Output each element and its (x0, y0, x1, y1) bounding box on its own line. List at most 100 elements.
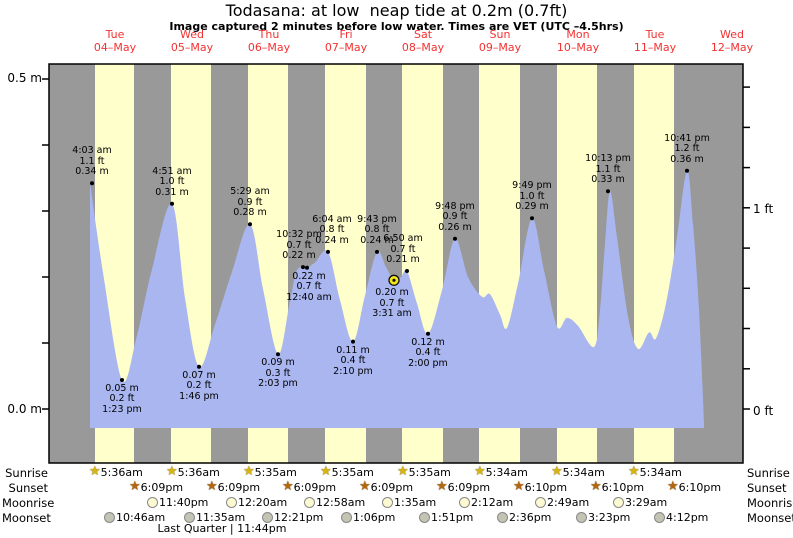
day-name: Tue (105, 28, 125, 41)
tide-annotation-line: 0.4 ft (415, 347, 441, 359)
day-label: Fri 07–May (311, 28, 381, 54)
sunrise-entry: ★ 5:34am (628, 465, 682, 479)
day-label: Wed 12–May (697, 28, 767, 54)
moonrise-entry: 2:49am (535, 495, 589, 509)
tide-event-dot (606, 189, 610, 194)
tide-annotation-low: 0.09 m 0.3 ft 2:03 pm (240, 358, 316, 390)
tide-annotation-line: 1.2 ft (674, 143, 700, 155)
tide-annotation-line: 0.31 m (155, 186, 189, 198)
moonset-circle-icon (497, 511, 508, 523)
tide-annotation-line: 12:40 am (286, 291, 332, 303)
tide-annotation-high: 9:48 pm 0.9 ft 0.26 m (417, 201, 493, 234)
sunrise-entry: ★ 5:34am (474, 465, 528, 479)
tide-annotation-line: 10:32 pm (276, 229, 322, 241)
tide-annotation-line: 2:10 pm (333, 365, 373, 377)
sunrise-star-icon: ★ (628, 464, 640, 479)
sunrise-row-label-right: Sunrise (747, 466, 790, 480)
tide-annotation-line: 0.36 m (670, 153, 704, 165)
tide-annotation-line: 0.9 ft (442, 211, 468, 223)
sunset-entry: ★ 6:10pm (513, 480, 567, 494)
tide-annotation-line: 1:23 pm (102, 403, 142, 415)
tide-annotation-line: 0.7 ft (286, 239, 312, 251)
moonset-circle-icon (104, 511, 115, 523)
page-title: Todasana: at low neap tide at 0.2m (0.7f… (225, 1, 568, 20)
tide-annotation-low: 0.05 m 0.2 ft 1:23 pm (84, 382, 160, 416)
tide-event-dot (453, 236, 457, 241)
moonset-time: 4:12pm (666, 510, 709, 524)
tide-annotation-line: 0.7 ft (379, 297, 405, 309)
sunset-time: 6:10pm (678, 480, 722, 494)
moonrise-time: 12:20am (238, 495, 288, 509)
sunrise-entry: ★ 5:35am (397, 465, 451, 479)
moonrise-circle-icon (147, 496, 158, 508)
y-axis-label-meters-top: 0.5 m (7, 71, 42, 85)
y-axis-label-feet-bottom: 0 ft (753, 404, 774, 418)
sunrise-star-icon: ★ (166, 464, 178, 479)
sunset-time: 6:09pm (140, 480, 184, 494)
tide-annotation-line: 0.7 ft (296, 281, 322, 293)
day-name: Thu (258, 28, 280, 41)
tide-annotation-line: 1.1 ft (595, 163, 621, 175)
tide-annotation-line: 1.0 ft (519, 190, 545, 202)
tide-annotation-line: 0.9 ft (237, 196, 263, 208)
day-name: Sun (489, 28, 511, 41)
moonset-time: 3:23pm (588, 510, 631, 524)
tide-event-dot (276, 352, 280, 357)
y-axis-label-feet-top: 1 ft (753, 202, 774, 216)
tide-annotation-line: 6:04 am (312, 213, 352, 225)
moonset-time: 10:46am (116, 510, 166, 524)
moonset-entry: 2:36pm (497, 510, 551, 524)
tide-annotation-line: 0.09 m (261, 357, 295, 369)
moonset-time: 12:21pm (274, 510, 324, 524)
tide-annotation-line: 0.4 ft (340, 355, 366, 367)
tide-annotation-high: 4:03 am 1.1 ft 0.34 m (54, 146, 130, 178)
day-label: Sun 09–May (465, 28, 535, 54)
moonset-entry: 1:06pm (341, 510, 395, 524)
tide-annotation-line: 3:31 am (372, 308, 412, 320)
tide-annotation-line: 0.07 m (182, 369, 216, 381)
day-label: Sat 08–May (388, 28, 458, 54)
tide-event-dot (120, 377, 124, 382)
tide-annotation-high: 6:04 am 0.8 ft 0.24 m (294, 213, 370, 247)
sunset-time: 6:09pm (447, 480, 491, 494)
tide-annotation-line: 0.05 m (105, 382, 139, 394)
tide-annotation-line: 0.24 m (315, 234, 349, 246)
day-date: 07–May (324, 40, 368, 54)
tide-annotation-current: 0.20 m 0.7 ft 3:31 am (354, 288, 430, 320)
tide-event-dot (248, 222, 252, 227)
moonrise-time: 2:12am (471, 495, 514, 509)
sunset-entry: ★ 6:10pm (667, 480, 721, 494)
sunset-time: 6:09pm (217, 480, 261, 494)
current-tide-marker-dot (392, 278, 396, 282)
moonrise-circle-icon (613, 496, 624, 508)
sunset-row-label-left: Sunset (8, 481, 48, 495)
tide-annotation-high: 9:43 pm 0.8 ft 0.24 m (339, 214, 415, 247)
tide-annotation-line: 5:29 am (230, 186, 270, 198)
tide-annotation-line: 0.34 m (75, 166, 109, 178)
tide-annotation-high: 10:32 pm 0.7 ft 0.22 m (261, 230, 337, 262)
moonset-circle-icon (262, 511, 273, 523)
moonrise-entry: 12:20am (226, 495, 287, 509)
tide-annotation-low: 0.12 m 0.4 ft 2:00 pm (390, 337, 466, 370)
moonset-circle-icon (184, 511, 195, 523)
day-date: 09–May (478, 40, 522, 54)
moonset-time: 1:06pm (353, 510, 396, 524)
sunrise-star-icon: ★ (397, 464, 409, 479)
sunset-time: 6:10pm (601, 480, 645, 494)
tide-event-dot (90, 181, 94, 186)
moonrise-entry: 1:35am (382, 495, 436, 509)
sunrise-star-icon: ★ (551, 464, 563, 479)
tide-event-dot (305, 265, 309, 270)
sunset-entry: ★ 6:09pm (206, 480, 260, 494)
tide-event-dot (197, 364, 201, 369)
tide-annotation-line: 0.7 ft (390, 243, 416, 255)
sunrise-time: 5:34am (562, 465, 605, 479)
tide-annotation-line: 2:03 pm (258, 378, 298, 390)
day-label: Thu 06–May (234, 28, 304, 54)
moonrise-entry: 12:58am (304, 495, 365, 509)
tide-annotation-line: 9:49 pm (512, 180, 552, 192)
sunrise-time: 5:34am (485, 465, 528, 479)
sunset-star-icon: ★ (436, 479, 448, 494)
day-label: Tue 11–May (620, 28, 690, 54)
